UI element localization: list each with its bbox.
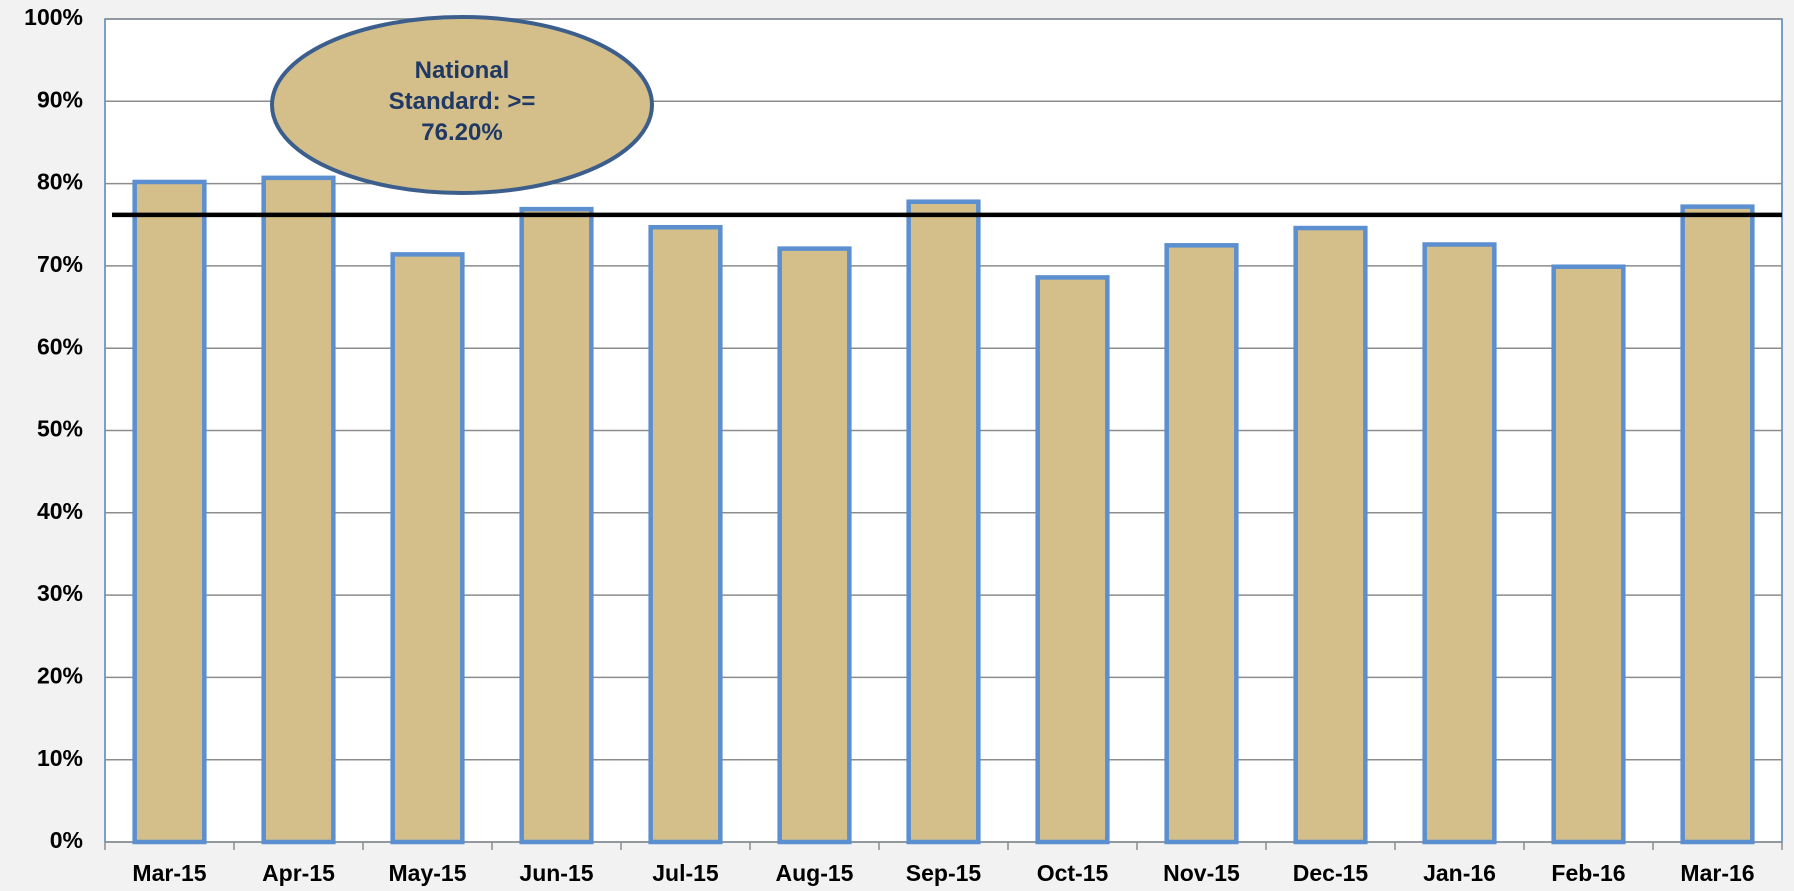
bar — [906, 199, 981, 845]
bar — [777, 246, 852, 845]
x-tick-label: Jul-15 — [652, 860, 719, 886]
x-tick-label: Mar-16 — [1680, 860, 1754, 886]
y-tick-label: 100% — [24, 4, 83, 30]
bar — [1293, 225, 1368, 845]
x-tick-label: Aug-15 — [776, 860, 854, 886]
bar — [1422, 242, 1497, 845]
bar — [390, 252, 465, 845]
y-tick-label: 90% — [37, 86, 83, 112]
y-tick-label: 0% — [50, 827, 83, 853]
bar — [1035, 275, 1110, 845]
y-tick-label: 80% — [37, 169, 83, 195]
x-tick-label: Mar-15 — [132, 860, 206, 886]
y-tick-label: 70% — [37, 251, 83, 277]
x-tick-label: Nov-15 — [1163, 860, 1240, 886]
x-tick-label: Sep-15 — [906, 860, 982, 886]
bar — [1164, 243, 1239, 845]
bar — [261, 175, 336, 845]
x-tick-label: Jun-15 — [519, 860, 593, 886]
y-tick-label: 20% — [37, 662, 83, 688]
x-tick-label: Feb-16 — [1551, 860, 1625, 886]
bar — [1551, 264, 1626, 845]
y-tick-label: 60% — [37, 333, 83, 359]
bar — [132, 179, 207, 845]
x-tick-label: Jan-16 — [1423, 860, 1496, 886]
annotation: National Standard: >= 76.20% — [388, 57, 536, 146]
x-tick-label: Dec-15 — [1293, 860, 1369, 886]
y-tick-label: 30% — [37, 580, 83, 606]
y-tick-label: 50% — [37, 416, 83, 442]
y-tick-label: 10% — [37, 745, 83, 771]
x-tick-label: Oct-15 — [1037, 860, 1109, 886]
y-tick-label: 40% — [37, 498, 83, 524]
x-tick-label: Apr-15 — [262, 860, 335, 886]
annotation-bubble — [270, 15, 654, 195]
x-tick-label: May-15 — [389, 860, 467, 886]
bar — [519, 206, 594, 845]
bar — [648, 224, 723, 845]
bar — [1680, 204, 1755, 845]
